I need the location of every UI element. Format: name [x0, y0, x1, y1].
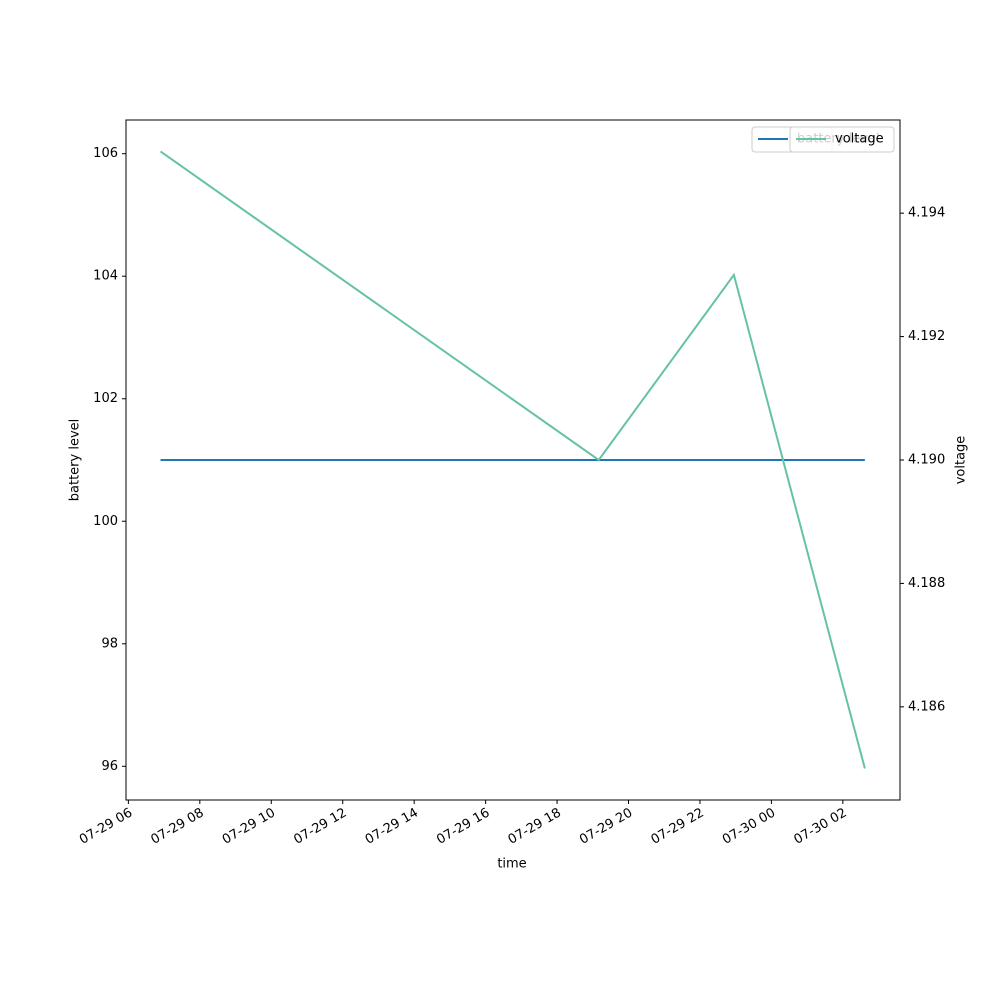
y-tick-label: 96 [101, 759, 118, 774]
series-line [159, 150, 866, 769]
y-tick-label: 106 [93, 146, 118, 161]
x-tick-label: 07-29 20 [577, 806, 635, 848]
y-axis-label: battery level [68, 419, 83, 502]
x-tick-label: 07-29 16 [434, 806, 492, 848]
y2-tick-label: 4.194 [908, 206, 945, 221]
x-tick-label: 07-29 14 [363, 806, 421, 848]
y2-tick-label: 4.190 [908, 453, 945, 468]
y-tick-label: 98 [101, 636, 118, 651]
y-tick-label: 104 [93, 269, 118, 284]
legend-label: voltage [835, 132, 884, 147]
y-tick-label: 100 [93, 514, 118, 529]
x-tick-label: 07-30 02 [791, 806, 849, 848]
y2-tick-label: 4.192 [908, 329, 945, 344]
x-tick-label: 07-29 06 [77, 806, 135, 848]
x-axis-label: time [497, 857, 526, 872]
x-tick-label: 07-30 00 [720, 806, 778, 848]
y2-axis-label: voltage [954, 436, 969, 485]
legend-box [789, 126, 895, 153]
y2-tick-label: 4.186 [908, 699, 945, 714]
x-tick-label: 07-29 22 [649, 806, 707, 848]
x-tick-label: 07-29 08 [148, 806, 206, 848]
x-tick-label: 07-29 12 [291, 806, 349, 848]
x-tick-label: 07-29 10 [220, 806, 278, 848]
y2-tick-label: 4.188 [908, 576, 945, 591]
x-tick-label: 07-29 18 [506, 806, 564, 848]
y-tick-label: 102 [93, 391, 118, 406]
